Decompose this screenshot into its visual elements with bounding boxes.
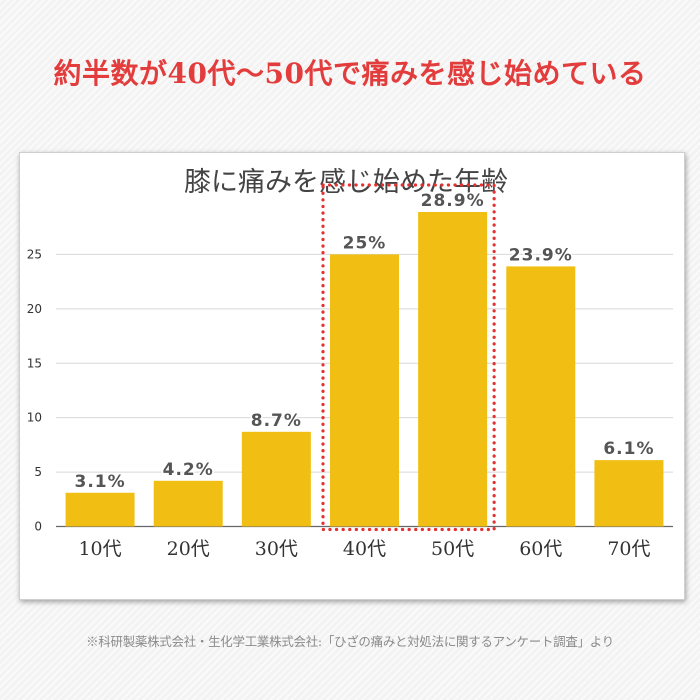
category-label-30代: 30代 [255,538,298,560]
y-tick-label: 25 [27,247,42,261]
category-label-70代: 70代 [607,538,650,560]
value-label-10代: 3.1% [74,472,125,492]
bar-chart: 膝に痛みを感じ始めた年齢 0 5 10 15 20 25 3.1% 10代 4.2% 20代 8.7… [27,167,673,560]
highlight-box [321,183,496,532]
category-label-10代: 10代 [78,538,121,560]
chart-title: 膝に痛みを感じ始めた年齢 [184,167,508,198]
y-tick-label: 5 [34,465,42,479]
bar-40代 [330,254,399,527]
y-tick-label: 10 [27,411,42,425]
bar-30代 [241,431,311,527]
category-label-20代: 20代 [167,538,210,560]
category-label-50代: 50代 [431,538,474,560]
category-label-40代: 40代 [343,538,386,560]
category-label-60代: 60代 [519,538,562,560]
bar-20代 [153,480,223,527]
value-label-60代: 23.9% [509,245,573,265]
y-tick-label: 0 [34,520,42,534]
bar-50代 [418,211,488,527]
value-label-20代: 4.2% [163,460,214,480]
value-label-30代: 8.7% [251,411,302,431]
source-footnote: ※科研製薬株式会社・生化学工業株式会社:「ひざの痛みと対処法に関するアンケート調… [86,634,614,649]
bar-10代 [65,492,135,527]
bar-70代 [594,460,664,527]
value-label-40代: 25% [343,233,387,253]
value-label-70代: 6.1% [603,439,654,459]
value-label-50代: 28.9% [421,191,485,211]
headline: 約半数が40代～50代で痛みを感じ始めている [53,57,647,90]
bar-60代 [506,266,576,527]
chart-card: 膝に痛みを感じ始めた年齢 0 5 10 15 20 25 3.1% 10代 4.2% 20代 8.7… [19,152,685,600]
y-tick-label: 15 [27,356,42,370]
y-tick-label: 20 [27,302,42,316]
